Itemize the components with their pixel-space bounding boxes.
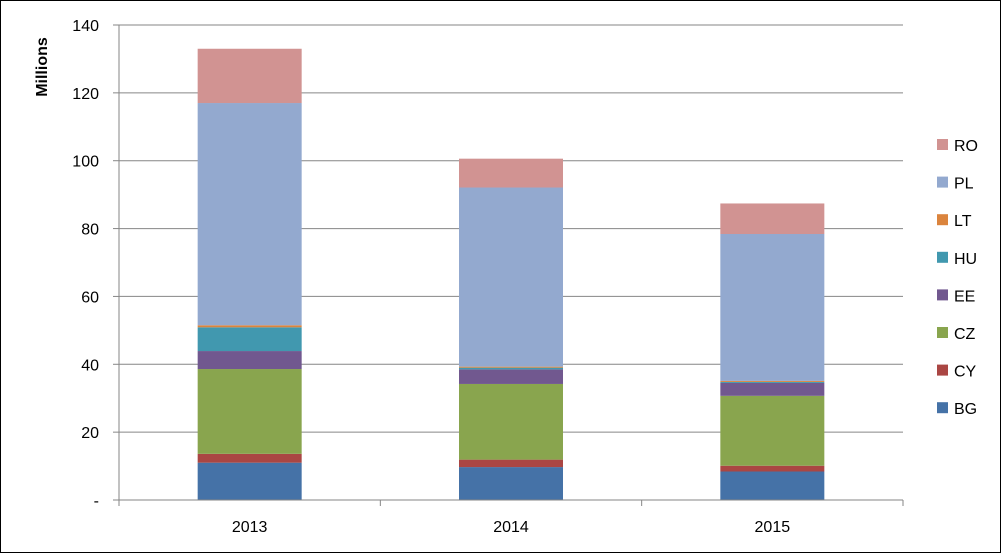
bar-segment-ee-2015 <box>720 382 825 396</box>
bar-segment-pl-2015 <box>720 234 825 381</box>
bars <box>197 48 825 500</box>
y-tick-label: 100 <box>72 154 99 171</box>
legend-label-bg: BG <box>954 401 977 418</box>
bar-segment-bg-2015 <box>720 471 825 500</box>
y-tick-label: 40 <box>81 357 99 374</box>
bar-segment-hu-2014 <box>459 367 563 370</box>
x-tick-label-2014: 2014 <box>493 519 529 536</box>
legend-label-cz: CZ <box>954 326 976 343</box>
x-tick-label-2015: 2015 <box>755 519 791 536</box>
bar-segment-ro-2014 <box>459 158 563 188</box>
bar-segment-cy-2015 <box>720 465 825 472</box>
bar-segment-hu-2015 <box>720 381 825 383</box>
legend-label-ee: EE <box>954 288 975 305</box>
bar-segment-lt-2014 <box>459 366 563 368</box>
bar-segment-ee-2014 <box>459 369 563 384</box>
bar-segment-pl-2013 <box>197 103 302 326</box>
bar-segment-cz-2014 <box>459 383 563 460</box>
y-tick-label: 80 <box>81 222 99 239</box>
y-tick-label: 120 <box>72 86 99 103</box>
legend-swatch-cz <box>937 327 948 338</box>
y-axis-title: Millions <box>34 37 51 97</box>
bar-segment-hu-2013 <box>197 327 302 352</box>
bar-segment-cy-2014 <box>459 459 563 468</box>
bar-segment-ro-2015 <box>720 203 825 234</box>
bar-segment-cz-2015 <box>720 395 825 466</box>
legend-label-pl: PL <box>954 176 974 193</box>
legend-swatch-ro <box>937 139 948 150</box>
legend: RO PL LT HU EE CZ CY BG <box>937 138 978 418</box>
y-tick-label: 20 <box>81 425 99 442</box>
y-tick-label: 140 <box>72 18 99 35</box>
axes: Millions - 20 40 60 80 100 120 140 2013 2014 2015 <box>34 18 904 536</box>
bar-segment-bg-2014 <box>459 467 563 500</box>
y-tick-label: - <box>94 493 99 510</box>
legend-label-lt: LT <box>954 213 972 230</box>
bar-segment-cy-2013 <box>197 453 302 463</box>
bar-segment-lt-2015 <box>720 380 825 382</box>
x-tick-label-2013: 2013 <box>232 519 268 536</box>
legend-swatch-cy <box>937 364 948 376</box>
bar-segment-cz-2013 <box>197 369 302 454</box>
legend-swatch-lt <box>937 214 948 226</box>
legend-label-hu: HU <box>954 251 977 268</box>
legend-label-cy: CY <box>954 364 977 381</box>
bar-segment-lt-2013 <box>197 325 302 328</box>
legend-label-ro: RO <box>954 138 978 155</box>
legend-swatch-bg <box>937 402 948 414</box>
legend-swatch-pl <box>937 176 948 188</box>
legend-swatch-ee <box>937 289 948 301</box>
y-tick-label: 60 <box>81 289 99 306</box>
bar-segment-bg-2013 <box>197 462 302 500</box>
legend-swatch-hu <box>937 251 948 263</box>
bar-segment-pl-2014 <box>459 187 563 367</box>
bar-segment-ee-2013 <box>197 351 302 370</box>
bar-segment-ro-2013 <box>197 48 302 104</box>
